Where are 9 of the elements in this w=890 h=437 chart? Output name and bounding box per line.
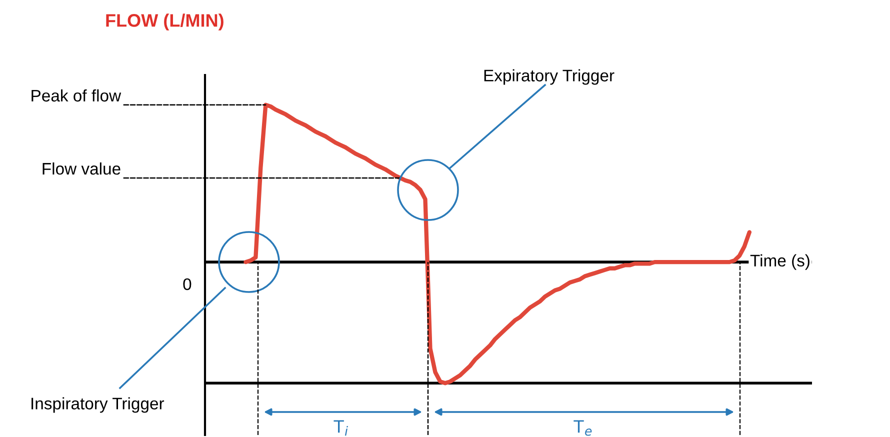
ref-line-label: 0: [183, 278, 192, 290]
x-axis-title: Time (s): [750, 254, 810, 270]
text: T$_{i}$: [334, 420, 348, 436]
text: Expiratory Trigger: [484, 69, 614, 85]
text: Peak of flow: [32, 89, 122, 102]
text: T$_{e}$: [574, 420, 592, 436]
text: Inspiratory Trigger: [32, 397, 164, 413]
text: Flow value: [42, 162, 120, 175]
chart-title: FLOW (L/MIN): [106, 14, 224, 30]
